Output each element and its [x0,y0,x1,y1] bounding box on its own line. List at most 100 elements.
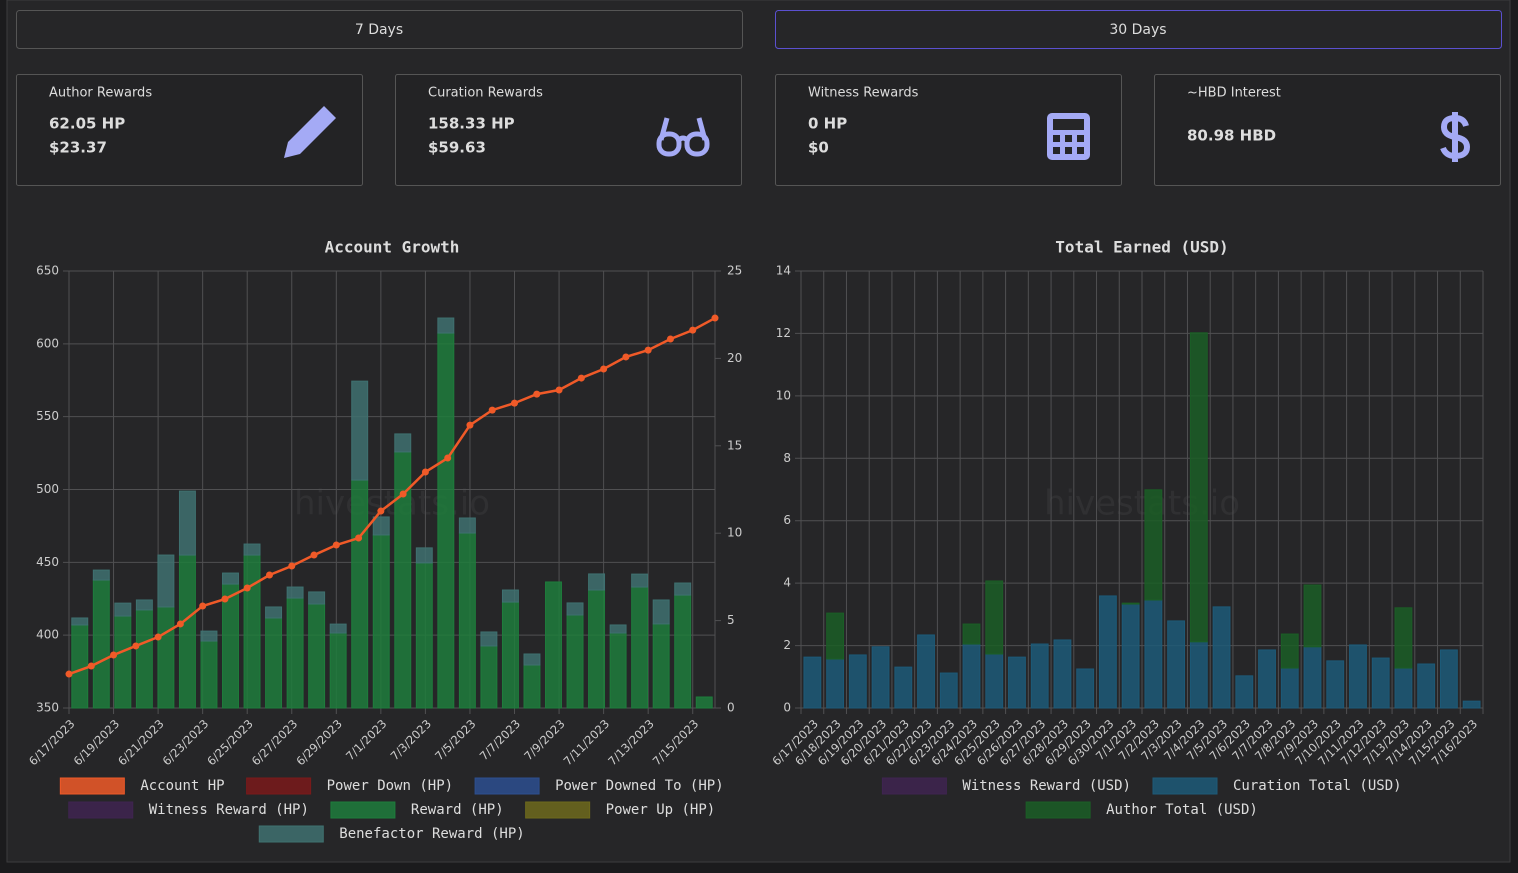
bar [458,532,476,709]
y-tick-label: 650 [36,264,59,278]
card-title: Author Rewards [49,86,152,101]
bar [222,583,239,709]
bar [523,653,541,666]
chart-title: Total Earned (USD) [1055,238,1228,257]
line-point [533,390,541,398]
bar [566,614,584,709]
bar [1008,656,1026,709]
y-tick-label: 14 [776,264,791,278]
y2-tick-label: 15 [727,438,742,452]
bar [200,630,218,642]
bar [826,658,845,709]
line-point [488,406,496,414]
line-point [221,595,229,603]
legend-label: Power Down (HP) [327,778,453,794]
bar [985,653,1004,709]
tab-label[interactable]: 30 Days [1109,22,1166,38]
legend-label: Author Total (USD) [1106,802,1258,818]
y-tick-label: 450 [36,555,59,569]
bar [286,586,304,599]
y-tick-label: 8 [783,451,791,465]
bar [135,609,153,709]
bar [157,606,175,709]
line-point [711,314,719,322]
line-point [110,651,118,659]
card [395,74,742,186]
dollar-icon [1440,112,1471,162]
bar [351,380,369,481]
legend-label: Curation Total (USD) [1233,778,1402,794]
bar [1144,599,1163,709]
y-tick-label: 350 [36,701,59,715]
bar [1394,607,1413,669]
bar [135,599,153,611]
bar [480,631,498,647]
line-point [243,584,251,592]
bar [329,632,347,709]
line-point [265,571,273,579]
y2-tick-label: 0 [727,701,735,715]
line-point [644,346,652,354]
bar [609,632,627,709]
y-tick-label: 4 [783,576,791,590]
tab-label[interactable]: 7 Days [355,22,403,38]
card-value: 80.98 HBD [1187,127,1276,145]
bar [1326,660,1345,709]
card-title: Curation Rewards [428,86,543,101]
y-tick-label: 400 [36,628,59,642]
legend-swatch [1025,801,1091,819]
bar [674,594,692,709]
bar [1439,649,1458,709]
line-point [132,642,140,650]
bar [674,582,692,596]
line-point [577,374,585,382]
bar [803,656,822,709]
legend-label: Power Up (HP) [606,802,716,818]
bar [566,602,584,616]
card-value: 0 HP [808,115,847,133]
bar [1303,646,1322,709]
legend-swatch [330,801,396,819]
bar [1189,332,1208,643]
legend-swatch [525,801,591,819]
bar [92,579,110,709]
line-point [421,468,429,476]
bar [631,586,649,709]
bar [351,479,369,709]
bar [588,589,606,709]
bar [1167,620,1186,709]
bar [1076,668,1095,709]
bar [308,591,326,605]
bar [329,623,347,634]
bar [92,569,110,581]
y-tick-label: 12 [776,326,791,340]
bar [545,581,562,709]
bar [1417,663,1436,709]
legend-label: Power Downed To (HP) [555,778,724,794]
tab-button[interactable] [775,10,1502,49]
bar [1462,700,1481,709]
bar [609,624,627,634]
bar [1189,641,1208,709]
bar [308,603,326,709]
bar [200,640,218,709]
bar [1349,644,1367,709]
bar [939,672,958,709]
icons [284,106,1471,162]
card [1154,74,1501,186]
bar [962,643,981,709]
bar [894,666,913,709]
card-value: 158.33 HP [428,115,515,133]
card-title: Witness Rewards [808,86,919,101]
line-point [666,335,674,343]
bar [415,562,433,709]
bar [437,332,455,709]
line-point [600,365,608,373]
tab-button[interactable] [16,10,743,49]
bar [1212,606,1231,709]
line-point [355,534,363,542]
bar [480,645,498,709]
y2-tick-label: 5 [727,613,735,627]
legend-label: Witness Reward (HP) [149,802,309,818]
bar [652,623,670,709]
